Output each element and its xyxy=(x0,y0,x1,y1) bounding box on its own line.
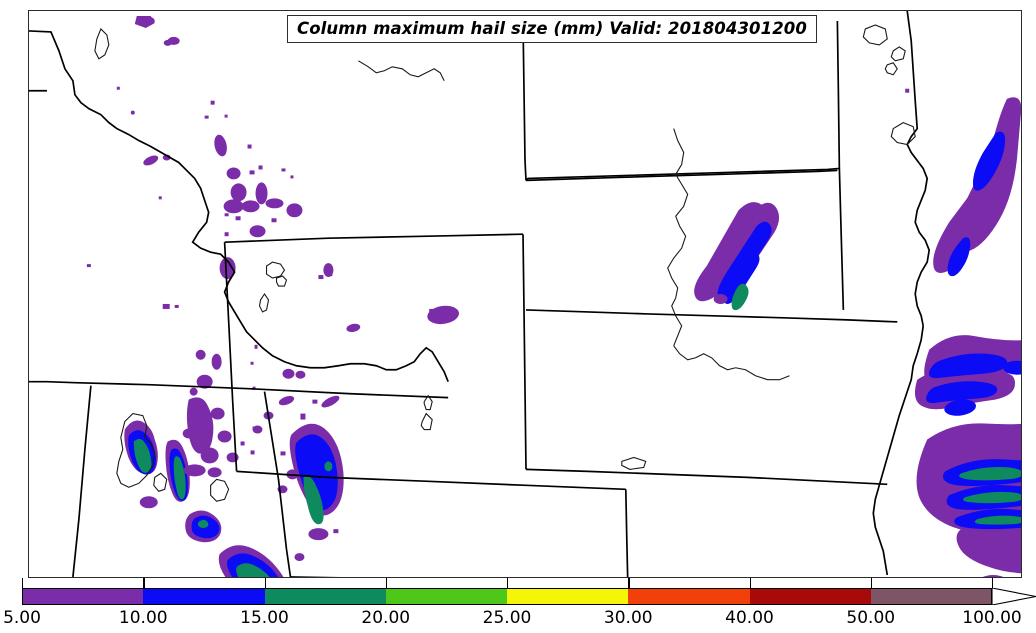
colorbar-extend-arrow xyxy=(992,588,1036,605)
colorbar-segment-dark-red[interactable] xyxy=(749,588,871,605)
hail-field-layer xyxy=(86,15,1021,577)
hail-cells-wyoming xyxy=(250,263,460,456)
colorbar-label-100.00: 100.00 xyxy=(962,608,1022,628)
hail-cells-east-misc xyxy=(905,88,1004,577)
hail-swath-south-dakota xyxy=(694,202,780,311)
state-borders-layer xyxy=(29,11,931,577)
colorbar-tick-50.00 xyxy=(870,578,873,588)
colorbar-tick-marks xyxy=(22,578,1014,588)
colorbar[interactable]: 5.00 10.00 15.00 20.00 25.00 30.00 40.00 50.00 1… xyxy=(0,578,1036,633)
map-title-box: Column maximum hail size (mm) Valid: 201… xyxy=(287,15,817,43)
colorbar-segment-green[interactable] xyxy=(385,588,507,605)
colorbar-tick-labels: 5.00 10.00 15.00 20.00 25.00 30.00 40.00 50.00 1… xyxy=(0,608,1036,632)
colorbar-tick-10.00 xyxy=(143,578,145,588)
hail-cells-idaho-montana xyxy=(86,15,333,309)
colorbar-label-20.00: 20.00 xyxy=(361,608,411,628)
map-panel[interactable] xyxy=(28,10,1022,578)
hail-swath-east-south xyxy=(916,423,1021,574)
colorbar-label-5.00: 5.00 xyxy=(3,608,41,628)
map-title-text: Column maximum hail size (mm) Valid: 201… xyxy=(297,19,807,38)
colorbar-segment-purple[interactable] xyxy=(22,588,144,605)
colorbar-segment-mauve[interactable] xyxy=(870,588,992,605)
hydrography-layer xyxy=(94,24,916,502)
colorbar-segment-teal-green[interactable] xyxy=(264,588,386,605)
colorbar-bar[interactable] xyxy=(22,588,1036,605)
colorbar-label-40.00: 40.00 xyxy=(725,608,774,628)
colorbar-tick-20.00 xyxy=(385,578,388,588)
colorbar-segment-orange-red[interactable] xyxy=(628,588,750,605)
colorbar-tick-40.00 xyxy=(749,578,751,588)
hail-swath-south-utah xyxy=(218,545,284,577)
colorbar-tick-25.00 xyxy=(507,578,509,588)
colorbar-segment-yellow[interactable] xyxy=(507,588,629,605)
hail-swath-east-mid xyxy=(914,335,1021,416)
colorbar-tick-5.00 xyxy=(22,578,24,588)
colorbar-label-15.00: 15.00 xyxy=(240,608,289,628)
hail-swath-east-north xyxy=(933,97,1021,277)
colorbar-label-30.00: 30.00 xyxy=(603,608,653,628)
colorbar-segment-blue[interactable] xyxy=(143,588,265,605)
hail-swath-utah-small-mid xyxy=(185,510,222,543)
colorbar-tick-30.00 xyxy=(628,578,630,588)
colorbar-label-25.00: 25.00 xyxy=(482,608,532,628)
colorbar-label-10.00: 10.00 xyxy=(118,608,168,628)
map-canvas[interactable] xyxy=(29,11,1021,577)
hail-cells-utah-scattered xyxy=(139,349,274,509)
colorbar-tick-100.00 xyxy=(992,578,994,588)
colorbar-label-50.00: 50.00 xyxy=(846,608,896,628)
hail-swath-utah-lake-east xyxy=(165,439,190,502)
hail-swath-wyoming-sw xyxy=(289,423,344,525)
colorbar-segments[interactable] xyxy=(22,588,992,605)
colorbar-tick-15.00 xyxy=(264,578,266,588)
hail-cells-colorado xyxy=(294,528,339,562)
